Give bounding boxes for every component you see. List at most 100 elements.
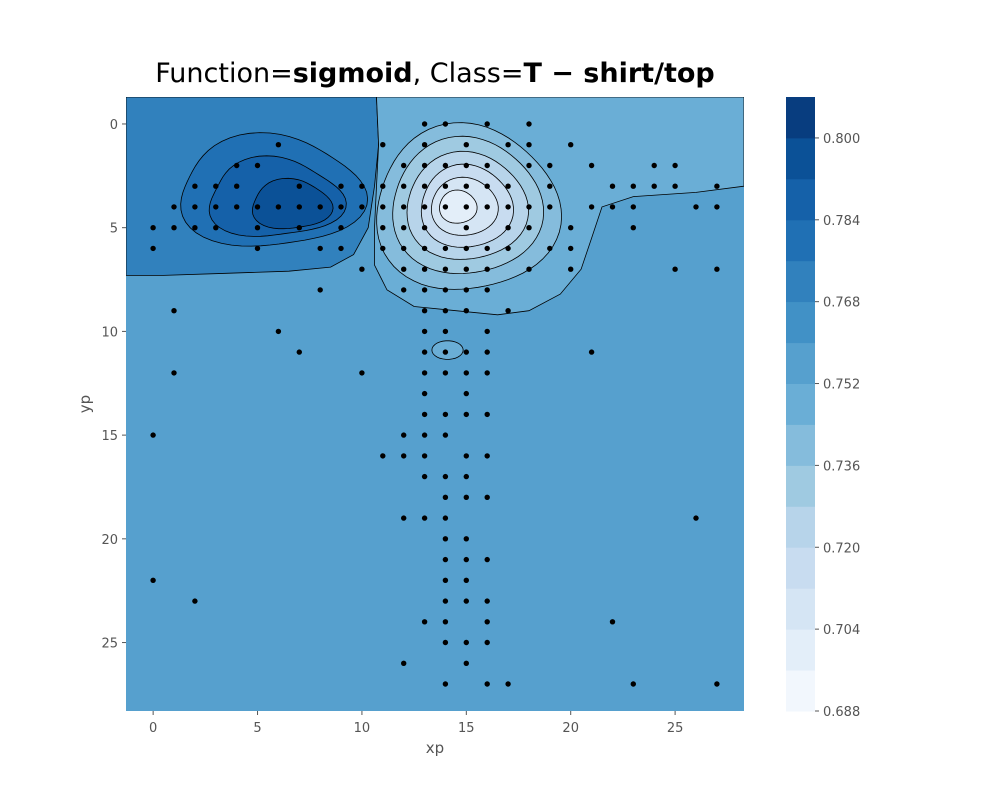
data-point <box>275 142 282 148</box>
data-point <box>568 142 574 148</box>
data-point <box>693 204 699 210</box>
data-point <box>568 245 574 252</box>
data-point <box>463 453 469 459</box>
data-point <box>463 266 469 272</box>
data-point <box>171 225 177 231</box>
data-point <box>421 432 428 438</box>
data-point <box>150 225 156 231</box>
y-axis-label: yp <box>76 395 94 413</box>
data-point <box>213 204 219 210</box>
data-point <box>588 162 595 169</box>
data-point <box>714 204 720 210</box>
data-point <box>547 204 553 210</box>
data-point <box>463 183 469 189</box>
colorbar-tick-label: 0.704 <box>823 623 860 638</box>
data-point <box>150 432 156 438</box>
data-point <box>401 204 407 210</box>
colorbar-swatch <box>786 547 815 589</box>
data-point <box>234 162 240 169</box>
data-point <box>421 473 428 480</box>
data-point <box>484 204 490 210</box>
data-point <box>421 515 428 521</box>
data-point <box>526 225 532 231</box>
data-point <box>505 225 511 231</box>
data-point <box>630 204 636 210</box>
data-point <box>630 183 636 189</box>
data-point <box>442 370 449 376</box>
data-point <box>150 245 156 252</box>
data-point <box>338 245 344 252</box>
colorbar-tick-label: 0.752 <box>823 378 860 393</box>
data-point <box>526 142 532 148</box>
data-point <box>505 308 511 314</box>
data-point <box>401 515 407 521</box>
data-point <box>568 225 574 231</box>
data-point <box>421 370 428 376</box>
data-point <box>526 121 532 127</box>
y-tick-label: 5 <box>110 222 118 237</box>
data-point <box>484 681 490 687</box>
data-point <box>401 162 407 169</box>
title-class-name: T − shirt/top <box>523 58 715 89</box>
data-point <box>442 598 449 604</box>
colorbar-swatch <box>786 424 815 466</box>
data-point <box>442 183 449 189</box>
y-tick-label: 20 <box>101 533 118 548</box>
data-point <box>401 287 407 293</box>
contour-high-ring-3 <box>251 177 334 230</box>
colorbar-swatch <box>786 301 815 344</box>
data-point <box>484 639 490 646</box>
data-point <box>714 681 720 687</box>
data-point <box>463 660 469 666</box>
data-point <box>359 266 365 272</box>
data-point <box>442 577 449 583</box>
data-point <box>442 411 449 418</box>
data-point <box>484 453 490 459</box>
data-point <box>484 411 490 418</box>
data-point <box>380 142 386 148</box>
data-point <box>463 142 469 148</box>
data-point <box>421 266 428 272</box>
colorbar-tick-label: 0.688 <box>823 705 860 720</box>
x-tick-label: 15 <box>458 721 475 736</box>
data-point <box>254 204 261 210</box>
data-point <box>296 225 302 231</box>
data-point <box>651 183 657 189</box>
data-point <box>421 411 428 418</box>
data-point <box>421 142 428 148</box>
colorbar-swatch <box>786 588 815 630</box>
y-tick-label: 10 <box>101 325 118 340</box>
colorbar-swatch <box>786 260 815 303</box>
data-point <box>651 162 657 169</box>
data-point <box>192 183 198 189</box>
data-point <box>421 121 428 127</box>
data-point <box>380 245 386 252</box>
data-point <box>234 183 240 189</box>
data-point <box>421 225 428 231</box>
plot-area <box>126 97 744 711</box>
data-point <box>171 308 177 314</box>
data-point <box>442 639 449 646</box>
data-point <box>296 204 302 210</box>
data-point <box>442 473 449 480</box>
colorbar-swatch <box>786 465 815 507</box>
data-point <box>547 162 553 169</box>
data-point <box>359 370 365 376</box>
data-point <box>588 349 595 355</box>
data-point <box>442 204 449 210</box>
data-point <box>421 328 428 335</box>
data-point <box>401 453 407 459</box>
data-point <box>442 308 449 314</box>
data-point <box>275 204 282 210</box>
data-point <box>609 204 616 210</box>
data-point <box>254 225 261 231</box>
data-point <box>463 639 469 646</box>
data-point <box>380 453 386 459</box>
data-point <box>463 536 469 542</box>
data-point <box>380 204 386 210</box>
y-tick-label: 25 <box>101 637 118 652</box>
data-point <box>484 619 490 625</box>
colorbar-swatch <box>786 219 815 262</box>
data-point <box>463 577 469 583</box>
data-point <box>672 183 678 189</box>
